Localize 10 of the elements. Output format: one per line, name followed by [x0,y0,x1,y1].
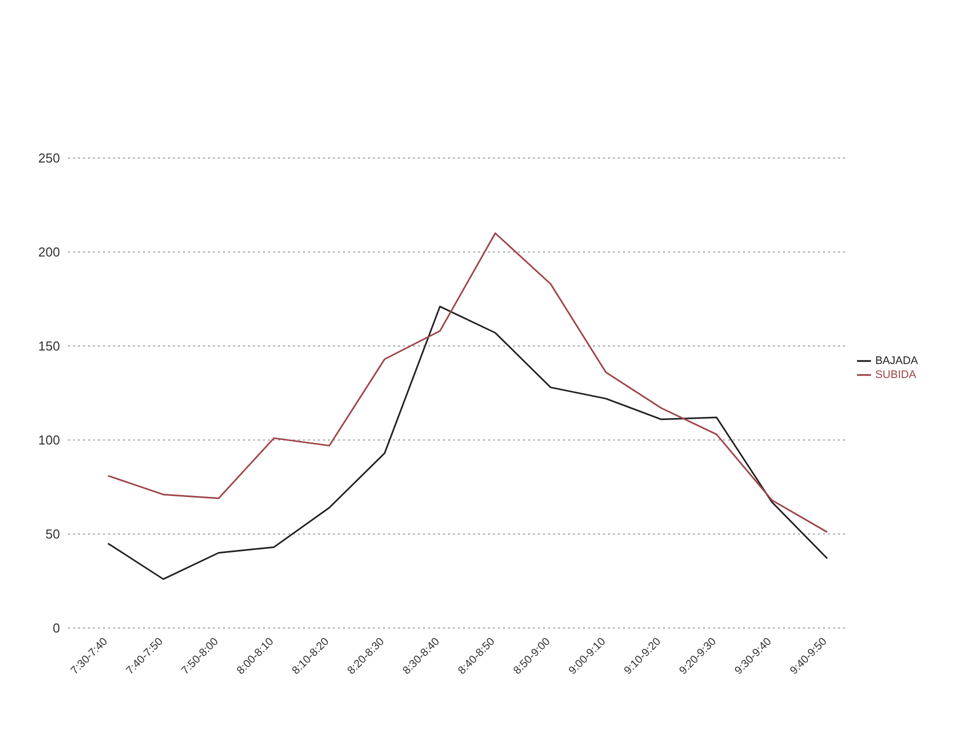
y-tick-label: 50 [46,526,60,542]
line-series [107,306,828,580]
y-tick-label: 250 [38,150,60,166]
y-tick-label: 0 [52,620,60,636]
y-tick-label: 200 [38,244,60,260]
legend-label: BAJADA [875,354,918,367]
y-tick-label: 150 [38,338,60,354]
legend-label: SUBIDA [875,368,916,381]
y-tick-label: 100 [38,432,60,448]
line-series [107,232,828,533]
